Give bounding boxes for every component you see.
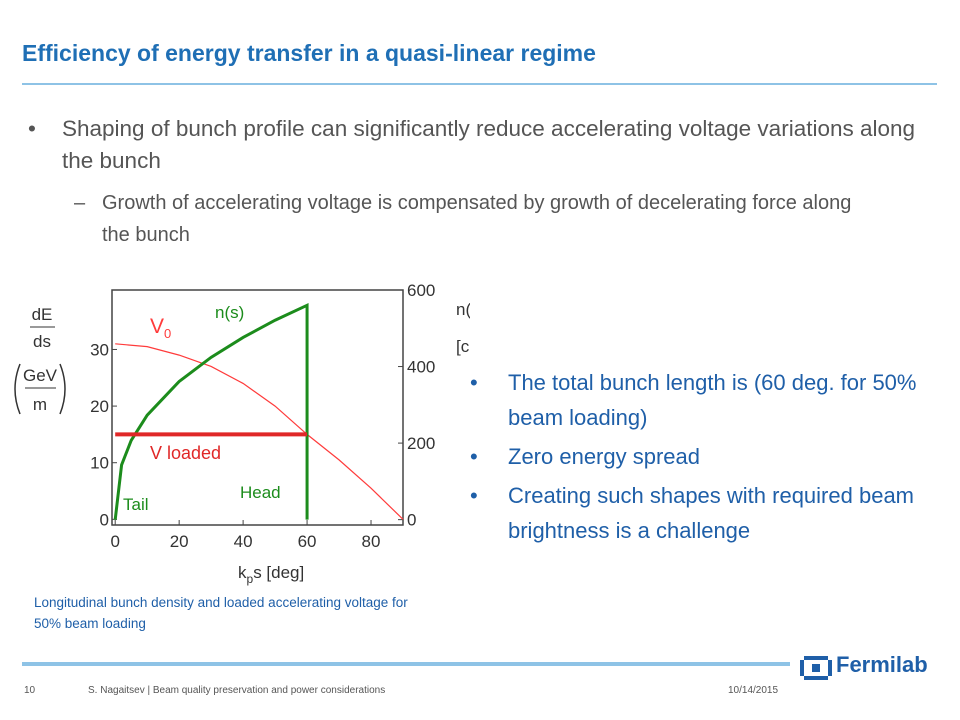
y2-tick-label: 400 <box>407 358 435 377</box>
page-number: 10 <box>24 685 36 696</box>
series-label: V0 <box>150 315 171 341</box>
y-label-num: dE <box>32 305 53 324</box>
y2-tick-label: 200 <box>407 434 435 453</box>
x-tick-label: 20 <box>170 532 189 551</box>
series-label-text: V <box>150 315 164 338</box>
y2-tick-label: 0 <box>407 511 416 530</box>
series-label-text: V loaded <box>150 443 221 463</box>
sub-bullet: Growth of accelerating voltage is compen… <box>28 187 882 251</box>
annotation: Head <box>240 483 281 502</box>
x-tick-label: 40 <box>234 532 253 551</box>
y-tick-label: 0 <box>100 510 109 529</box>
paren <box>14 363 21 415</box>
series-line <box>115 343 404 520</box>
series-label: n(s) <box>215 303 244 322</box>
image-edge <box>0 258 470 288</box>
y-label-unit-den: m <box>33 395 47 414</box>
bullet: Shaping of bunch profile can significant… <box>28 113 928 177</box>
series-label-sub: 0 <box>164 326 171 341</box>
note: Zero energy spread <box>468 439 918 474</box>
annotation: Tail <box>123 495 149 514</box>
x-tick-label: 0 <box>110 532 119 551</box>
y-tick-label: 30 <box>90 340 109 359</box>
chart: 0 20 40 60 80 0 10 20 30 0 200 400 600 kps [deg] dE ds G… <box>14 281 470 586</box>
series-label: V loaded <box>150 443 221 463</box>
y-tick-label: 20 <box>90 397 109 416</box>
x-axis-label: kps [deg] <box>238 563 304 586</box>
footer-date: 10/14/2015 <box>728 685 779 696</box>
series-line <box>113 302 309 520</box>
note-list: The total bunch length is (60 deg. for 5… <box>468 365 918 552</box>
logo-icon <box>800 656 832 680</box>
note: The total bunch length is (60 deg. for 5… <box>468 365 918 435</box>
y-label-unit-num: GeV <box>23 366 58 385</box>
x-label-base: k <box>238 563 247 582</box>
paren <box>59 363 66 415</box>
footer-text: S. Nagaitsev | Beam quality preservation… <box>88 685 386 696</box>
bullet-list: Shaping of bunch profile can significant… <box>28 113 928 251</box>
series-label-text: n(s) <box>215 303 244 322</box>
note: Creating such shapes with required beam … <box>468 478 918 548</box>
y2-label-unit: [cm-1] <box>456 335 470 356</box>
y2-unit-base: [cm <box>456 337 470 356</box>
slide-title: Efficiency of energy transfer in a quasi… <box>22 40 596 66</box>
y-label-den: ds <box>33 332 51 351</box>
x-tick-label: 80 <box>362 532 381 551</box>
x-label-rest: s [deg] <box>253 563 304 582</box>
plot-frame <box>111 289 404 526</box>
x-tick-label: 60 <box>298 532 317 551</box>
y2-tick-label: 600 <box>407 281 435 300</box>
caption: Longitudinal bunch density and loaded ac… <box>34 595 408 631</box>
x-label-sub: p <box>247 572 254 586</box>
y2-label-name: n(s) <box>456 300 470 319</box>
logo: Fermilab <box>836 652 928 677</box>
y-tick-label: 10 <box>90 454 109 473</box>
